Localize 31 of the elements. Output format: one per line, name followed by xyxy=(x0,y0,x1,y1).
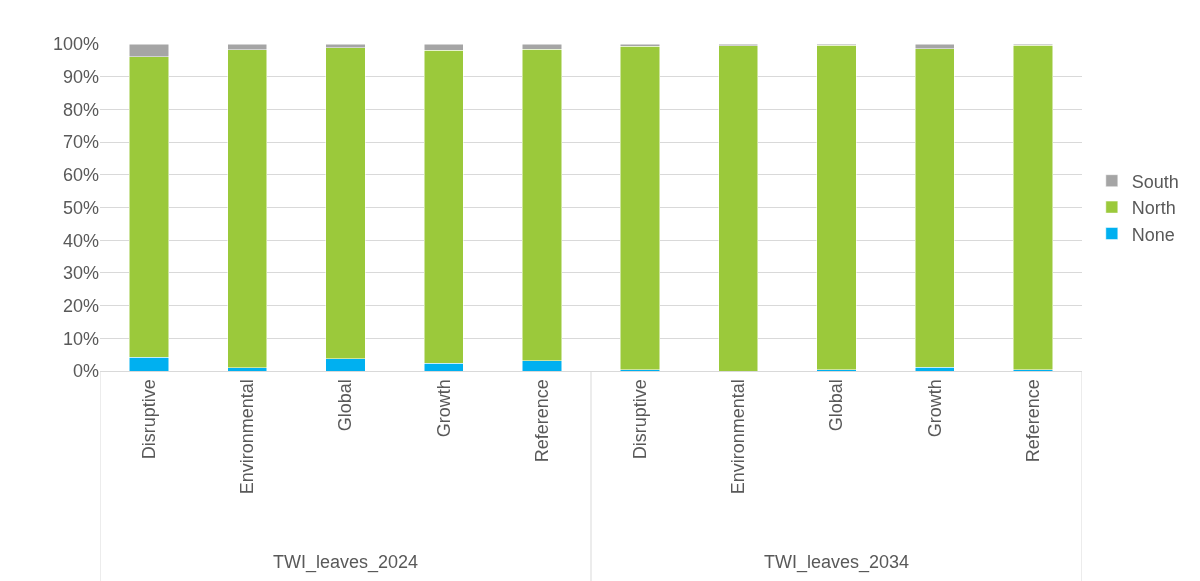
x-tick-label: Environmental xyxy=(728,379,749,495)
bar xyxy=(816,45,857,370)
x-tick-label: Disruptive xyxy=(138,379,159,460)
x-tick-label: Environmental xyxy=(237,379,258,495)
legend-label: None xyxy=(1131,224,1175,245)
y-tick-label: 0% xyxy=(72,361,99,382)
legend-label: South xyxy=(1131,171,1179,192)
x-tick-label: Global xyxy=(335,379,356,432)
bar xyxy=(1013,45,1053,370)
y-tick-label: 60% xyxy=(62,165,99,186)
y-tick-label: 100% xyxy=(52,34,99,55)
y-tick-label: 50% xyxy=(62,197,99,218)
bar xyxy=(620,46,660,370)
bar xyxy=(914,48,955,368)
y-tick-label: 10% xyxy=(62,328,99,349)
y-tick-label: 80% xyxy=(62,99,99,120)
y-tick-label: 40% xyxy=(62,230,99,251)
x-tick-label: Growth xyxy=(433,379,454,438)
x-tick-label: Reference xyxy=(1022,379,1043,463)
x-tick-label: Reference xyxy=(531,379,552,463)
x-tick-label: Disruptive xyxy=(629,379,650,460)
text: TWI_leaves_2034 xyxy=(764,552,910,573)
y-tick-label: 70% xyxy=(62,132,99,153)
y-tick-label: 30% xyxy=(62,263,99,284)
text: TWI_leaves_2024 xyxy=(273,552,419,573)
legend-label: North xyxy=(1131,198,1176,219)
y-tick-label: 90% xyxy=(62,67,99,87)
x-tick-label: Growth xyxy=(924,379,945,438)
y-tick-label: 20% xyxy=(62,295,99,316)
bar xyxy=(718,45,759,371)
x-tick-label: Global xyxy=(826,379,847,432)
